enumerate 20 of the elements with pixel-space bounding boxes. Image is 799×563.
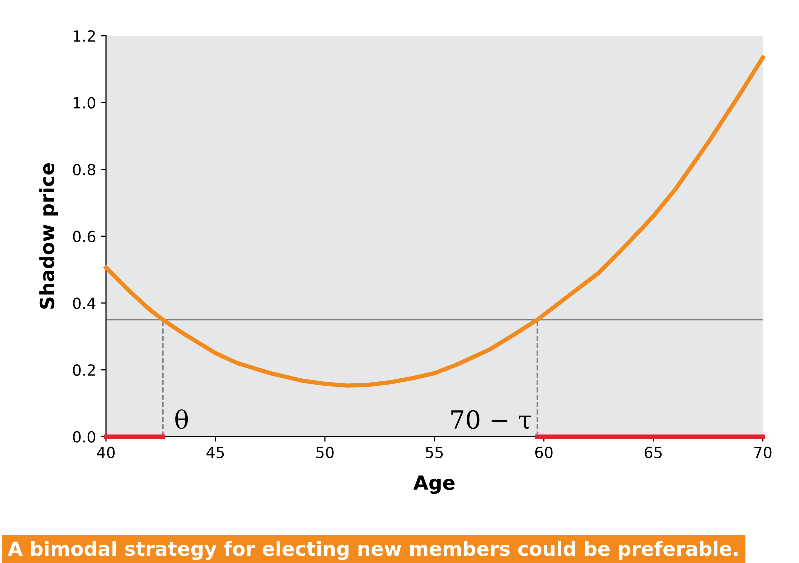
annotation: 70 − τ bbox=[452, 410, 532, 430]
y-tick-label: 0.8 bbox=[73, 164, 96, 176]
y-tick-label: 0.4 bbox=[73, 298, 96, 310]
line-series bbox=[104, 56, 766, 388]
x-tick-label: 60 bbox=[535, 446, 553, 458]
y-tick-label: 1.2 bbox=[74, 30, 96, 42]
y-tick-label: 0.0 bbox=[73, 431, 96, 443]
y-tick-label: 0.2 bbox=[73, 364, 96, 376]
annotation: θ bbox=[176, 410, 188, 430]
x-tick-label: 45 bbox=[206, 447, 224, 458]
y-tick-label: 0.6 bbox=[73, 230, 96, 242]
x-axis-title: Age bbox=[414, 476, 455, 494]
x-tick-label: 50 bbox=[316, 446, 334, 458]
y-tick-label: 1.0 bbox=[74, 97, 96, 109]
x-tick-label: 70 bbox=[754, 446, 772, 458]
x-tick-label: 55 bbox=[426, 447, 444, 458]
x-tick-label: 40 bbox=[97, 446, 115, 458]
x-tick-label: 65 bbox=[644, 446, 662, 458]
y-axis-title: Shadow price bbox=[40, 163, 58, 309]
text: A bimodal strategy for electing new members could be preferable. bbox=[8, 541, 738, 560]
